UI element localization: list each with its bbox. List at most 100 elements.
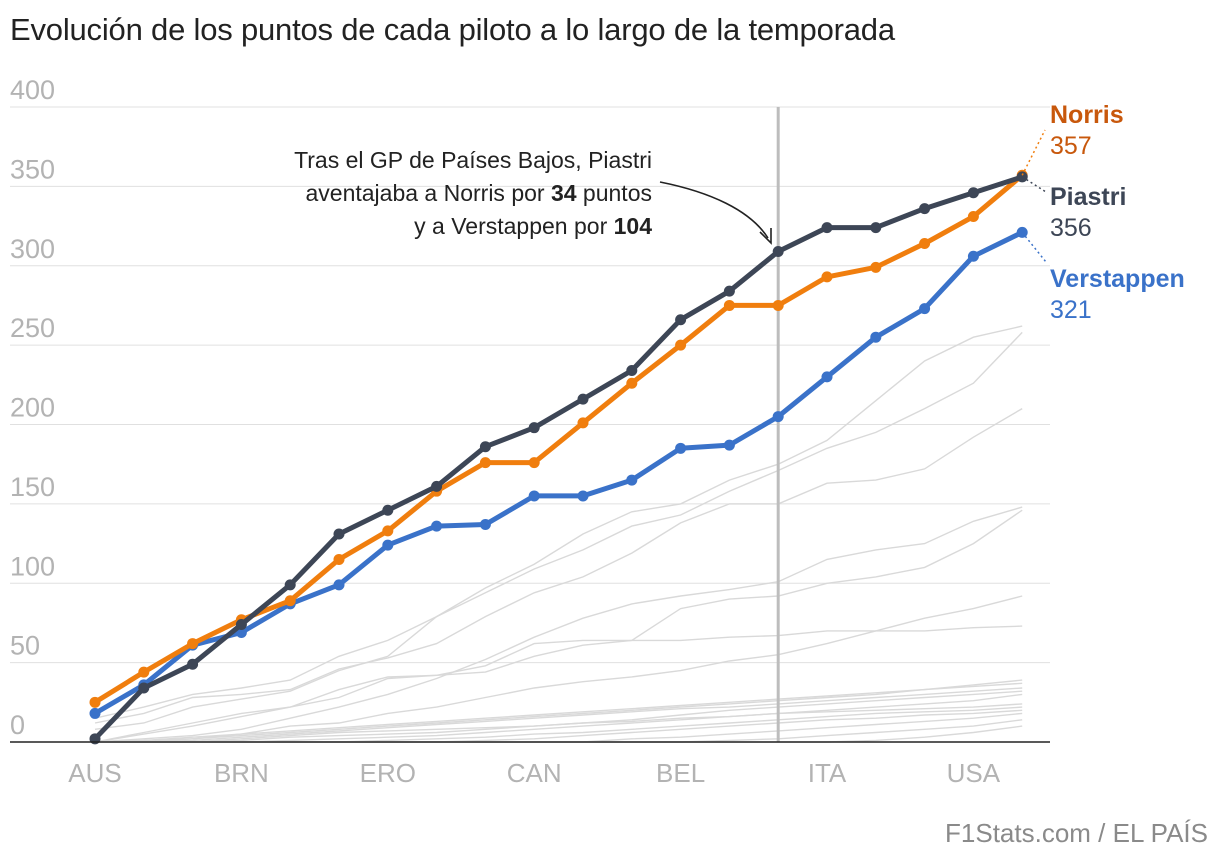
point-verstappen	[528, 490, 540, 502]
main-drivers-lines	[89, 169, 1028, 745]
other-driver-line	[94, 506, 1023, 743]
end-label-norris-name: Norris	[1050, 101, 1124, 129]
point-verstappen	[723, 439, 735, 451]
point-piastri	[1016, 171, 1028, 183]
point-verstappen	[870, 331, 882, 343]
x-tick-label-usa: USA	[947, 758, 1001, 788]
point-piastri	[626, 365, 638, 377]
x-tick-label-ero: ERO	[360, 758, 416, 788]
point-piastri	[723, 285, 735, 297]
point-piastri	[284, 579, 296, 591]
x-tick-label-brn: BRN	[214, 758, 269, 788]
series-line-norris	[93, 173, 1024, 705]
point-piastri	[187, 658, 199, 670]
point-verstappen	[333, 579, 345, 591]
end-label-piastri-value: 356	[1050, 214, 1092, 242]
point-verstappen	[431, 520, 443, 532]
point-norris	[382, 525, 394, 537]
point-norris	[577, 417, 589, 429]
point-verstappen	[675, 442, 687, 454]
point-norris	[284, 595, 296, 607]
annotation-line-1: Tras el GP de Países Bajos, Piastri	[294, 147, 652, 173]
end-label-verstappen-name: Verstappen	[1050, 265, 1185, 293]
annotation-line-3-pre: y a Verstappen por	[414, 213, 614, 239]
other-driver-line	[94, 595, 1023, 743]
point-norris	[675, 339, 687, 351]
end-label-piastri-name: Piastri	[1050, 183, 1127, 211]
point-piastri	[870, 222, 882, 234]
point-norris	[138, 666, 150, 678]
point-norris	[821, 271, 833, 283]
annotation-arrow	[659, 181, 769, 239]
end-label-verstappen: Verstappen 321	[1050, 264, 1185, 326]
other-drivers-lines	[94, 325, 1023, 743]
x-tick-label-ita: ITA	[808, 758, 847, 788]
point-piastri	[431, 480, 443, 492]
grid	[10, 106, 1050, 664]
point-piastri	[577, 393, 589, 405]
end-label-norris: Norris 357	[1050, 100, 1124, 162]
annotation-gap-norris: 34	[550, 180, 577, 206]
annotation: Tras el GP de Países Bajos, Piastri aven…	[200, 144, 652, 243]
point-piastri	[821, 222, 833, 234]
point-verstappen	[919, 303, 931, 315]
y-tick-label-400: 400	[10, 75, 55, 105]
other-driver-line	[94, 407, 1023, 724]
series-line-piastri	[93, 174, 1023, 741]
other-driver-line	[95, 693, 1023, 743]
other-driver-line	[95, 687, 1023, 743]
end-label-norris-value: 357	[1050, 132, 1092, 160]
point-verstappen	[479, 519, 491, 531]
point-verstappen	[772, 411, 784, 423]
point-verstappen	[577, 490, 589, 502]
y-tick-label-100: 100	[10, 551, 55, 581]
y-tick-label-0: 0	[10, 710, 25, 740]
point-norris	[772, 299, 784, 311]
point-piastri	[138, 682, 150, 694]
y-tick-label-150: 150	[10, 472, 55, 502]
end-label-verstappen-value: 321	[1050, 296, 1092, 324]
point-verstappen	[1016, 226, 1028, 238]
point-piastri	[382, 504, 394, 516]
point-verstappen	[89, 707, 101, 719]
y-axis-labels: 0 50 100 150 200 250 300 350 400	[10, 75, 55, 740]
other-driver-line	[95, 679, 1023, 743]
y-tick-label-50: 50	[10, 631, 40, 661]
x-tick-label-can: CAN	[507, 758, 562, 788]
y-tick-label-200: 200	[10, 393, 55, 423]
point-verstappen	[626, 474, 638, 486]
other-driver-line	[94, 325, 1023, 730]
annotation-arrowhead	[759, 228, 772, 245]
point-verstappen	[382, 539, 394, 551]
end-label-leaders	[1021, 129, 1047, 263]
point-verstappen	[967, 250, 979, 262]
point-piastri	[967, 187, 979, 199]
point-norris	[919, 238, 931, 250]
annotation-gap-verstappen: 104	[613, 213, 652, 239]
chart-title: Evolución de los puntos de cada piloto a…	[10, 12, 895, 47]
point-norris	[626, 377, 638, 389]
point-norris	[479, 457, 491, 469]
y-tick-label-350: 350	[10, 154, 55, 184]
leader-norris	[1021, 129, 1046, 176]
x-tick-label-bel: BEL	[656, 758, 705, 788]
point-norris	[870, 261, 882, 273]
series-line-verstappen	[93, 230, 1024, 716]
end-label-piastri: Piastri 356	[1050, 182, 1126, 244]
point-piastri	[772, 245, 784, 257]
y-tick-label-250: 250	[10, 313, 55, 343]
y-tick-label-300: 300	[10, 234, 55, 264]
point-norris	[333, 553, 345, 565]
point-piastri	[528, 422, 540, 434]
point-norris	[187, 638, 199, 650]
other-driver-line	[94, 682, 1023, 743]
point-piastri	[235, 619, 247, 631]
point-piastri	[675, 314, 687, 326]
point-piastri	[333, 528, 345, 540]
source-credit: F1Stats.com / EL PAÍS	[945, 818, 1208, 848]
point-norris	[528, 457, 540, 469]
other-driver-line	[94, 331, 1023, 719]
other-driver-line	[94, 625, 1023, 743]
point-norris	[723, 299, 735, 311]
